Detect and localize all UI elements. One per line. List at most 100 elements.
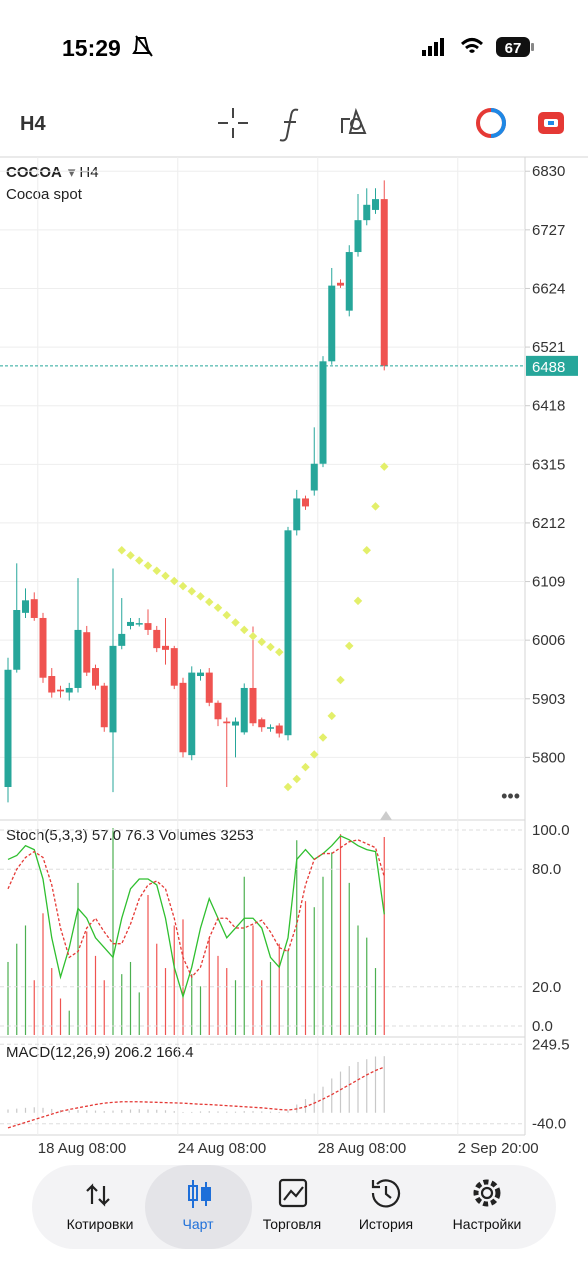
nav-item[interactable]: Котировки bbox=[67, 1216, 134, 1232]
stoch-line bbox=[7, 835, 385, 999]
y-tick-label: 100.0 bbox=[532, 822, 570, 839]
y-tick-label: 6315 bbox=[532, 456, 565, 473]
candle-body bbox=[302, 498, 309, 507]
candle-body bbox=[13, 610, 21, 670]
sar-dot bbox=[362, 546, 371, 555]
sar-dot bbox=[283, 782, 293, 792]
sar-dot bbox=[117, 546, 126, 555]
candle-body bbox=[118, 633, 126, 646]
quotes-icon bbox=[86, 1183, 110, 1207]
candle-body bbox=[30, 599, 38, 618]
battery-cap bbox=[531, 43, 534, 51]
candle-body bbox=[74, 629, 82, 688]
sar-dot bbox=[257, 637, 266, 647]
y-tick-label: 6624 bbox=[532, 280, 565, 297]
y-tick-label: 6418 bbox=[532, 398, 565, 415]
indicators-button[interactable] bbox=[279, 108, 299, 142]
history-icon bbox=[371, 1179, 401, 1208]
nav-item[interactable]: Настройки bbox=[453, 1216, 522, 1232]
mute-icon bbox=[132, 35, 153, 57]
k-readout: 57.0 bbox=[92, 827, 121, 844]
d-readout: 76.3 bbox=[125, 827, 154, 844]
candle-body bbox=[48, 676, 56, 693]
y-tick-label: 5800 bbox=[532, 749, 565, 766]
x-tick-label: 2 Sep 20:00 bbox=[458, 1140, 539, 1157]
candle-body bbox=[258, 719, 266, 728]
settings-icon bbox=[473, 1179, 501, 1207]
sar-dot bbox=[205, 597, 214, 607]
candle-body bbox=[100, 685, 108, 728]
timeframe: H4 bbox=[79, 164, 98, 181]
price-tag bbox=[526, 355, 578, 376]
signal-icon bbox=[422, 38, 444, 56]
candle-body bbox=[162, 645, 169, 650]
chart-icon bbox=[188, 1180, 211, 1208]
sar-dot bbox=[170, 576, 179, 586]
symbol: COCOA bbox=[6, 164, 62, 181]
sar-dot bbox=[152, 566, 161, 575]
candle-body bbox=[127, 621, 134, 626]
trade-button[interactable] bbox=[476, 108, 506, 138]
sar-dot bbox=[353, 596, 363, 606]
account-button[interactable] bbox=[538, 112, 564, 134]
crosshair-button[interactable] bbox=[218, 108, 248, 138]
sar-dot bbox=[135, 556, 144, 565]
sar-dot bbox=[292, 774, 301, 784]
y-tick-label: 6212 bbox=[532, 515, 565, 532]
sar-dot bbox=[222, 610, 231, 620]
y-tick-label: 6727 bbox=[532, 222, 565, 239]
nav-item[interactable]: Торговля bbox=[263, 1216, 321, 1232]
sar-dot bbox=[318, 733, 328, 742]
y-tick-label: 5903 bbox=[532, 691, 565, 708]
candle-body bbox=[284, 530, 292, 736]
y-tick-label: 249.5 bbox=[532, 1036, 570, 1053]
candle-body bbox=[380, 199, 388, 366]
y-tick-label: 80.0 bbox=[532, 861, 561, 878]
nav-item[interactable]: История bbox=[359, 1216, 413, 1232]
candle-body bbox=[337, 282, 344, 286]
sar-dot bbox=[301, 762, 310, 772]
nav-labels: Котировки Чарт Торговля История Настройки bbox=[67, 1216, 522, 1232]
signal-readout: 166.4 bbox=[156, 1044, 194, 1061]
objects-button[interactable] bbox=[341, 107, 367, 134]
sar-dot bbox=[266, 642, 275, 652]
candle-body bbox=[232, 721, 239, 726]
candle-body bbox=[65, 687, 73, 693]
more-button[interactable]: ••• bbox=[501, 786, 520, 806]
candle-body bbox=[249, 687, 257, 724]
symbol-header: COCOA ▾ H4 bbox=[6, 164, 99, 181]
candle-body bbox=[240, 687, 248, 733]
candle-body bbox=[39, 617, 47, 678]
indicator: Stoch(5,3,3) bbox=[6, 827, 88, 844]
candle-body bbox=[4, 669, 12, 787]
x-tick-label: 28 Aug 08:00 bbox=[318, 1140, 406, 1157]
candle-body bbox=[363, 204, 371, 221]
sar-dot bbox=[231, 618, 240, 627]
hist-readout: 206.2 bbox=[114, 1044, 152, 1061]
timeframe-button[interactable]: H4 bbox=[20, 113, 46, 135]
sar-dot bbox=[178, 581, 188, 591]
chart-frame bbox=[0, 156, 588, 1136]
sar-dot bbox=[345, 641, 354, 651]
nav-selected bbox=[145, 1165, 252, 1249]
scroll-marker bbox=[380, 811, 392, 820]
y-tick-label: 6521 bbox=[532, 339, 565, 356]
candle-body bbox=[372, 199, 379, 210]
candle-body bbox=[223, 721, 231, 724]
sar-dot bbox=[126, 551, 135, 560]
candle-body bbox=[275, 725, 283, 734]
sar-dot bbox=[310, 750, 319, 759]
candle-body bbox=[179, 682, 187, 753]
sar-dot bbox=[336, 675, 345, 685]
candle-body bbox=[197, 672, 204, 677]
nav-item[interactable]: Чарт bbox=[182, 1216, 214, 1232]
candle-body bbox=[83, 632, 91, 673]
candle-body bbox=[345, 252, 353, 311]
candle-body bbox=[205, 672, 213, 703]
sar-dot bbox=[213, 603, 223, 612]
candle-body bbox=[144, 623, 152, 630]
clock: 15:29 bbox=[62, 35, 121, 61]
symbol-description: Cocoa spot bbox=[6, 186, 83, 203]
candle-body bbox=[319, 361, 327, 464]
